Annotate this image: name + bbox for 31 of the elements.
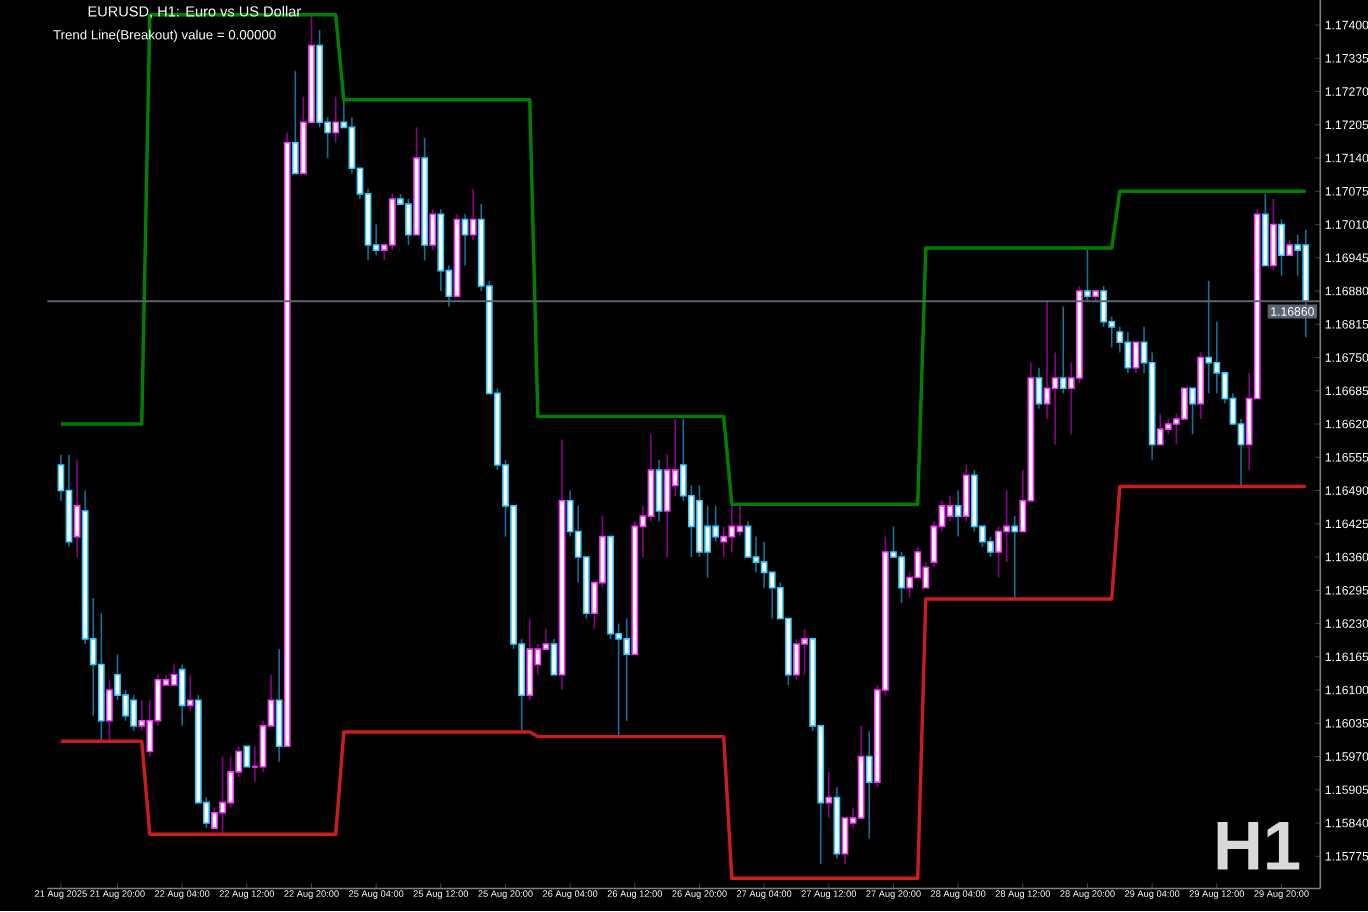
candlestick xyxy=(1181,387,1188,421)
candlestick xyxy=(219,756,226,835)
candlestick xyxy=(388,193,396,252)
candlestick xyxy=(1059,306,1067,395)
candlestick xyxy=(526,618,534,702)
candlestick xyxy=(1100,285,1108,329)
candlestick xyxy=(1124,331,1132,375)
candlestick xyxy=(760,541,768,590)
candlestick xyxy=(962,464,970,523)
candlestick xyxy=(898,551,905,605)
candlestick xyxy=(728,505,736,554)
annotation: H1 xyxy=(1217,822,1300,870)
candlestick xyxy=(1003,490,1011,564)
candlestick xyxy=(1051,352,1059,446)
candlestick xyxy=(1132,341,1140,375)
candlestick xyxy=(655,459,663,523)
candlestick xyxy=(211,807,218,830)
candlestick xyxy=(647,433,655,523)
candlestick xyxy=(946,495,954,523)
candlestick xyxy=(720,526,728,559)
candlestick xyxy=(227,756,235,809)
candlestick xyxy=(1043,300,1051,421)
candlestick xyxy=(243,745,251,769)
candlestick xyxy=(1270,198,1277,272)
candlestick xyxy=(332,96,340,144)
candlestick xyxy=(1197,352,1205,421)
candlestick xyxy=(995,526,1002,579)
candlestick xyxy=(130,694,138,733)
candlestick xyxy=(704,505,711,579)
candlestick xyxy=(178,664,186,728)
candlestick xyxy=(1278,219,1285,277)
